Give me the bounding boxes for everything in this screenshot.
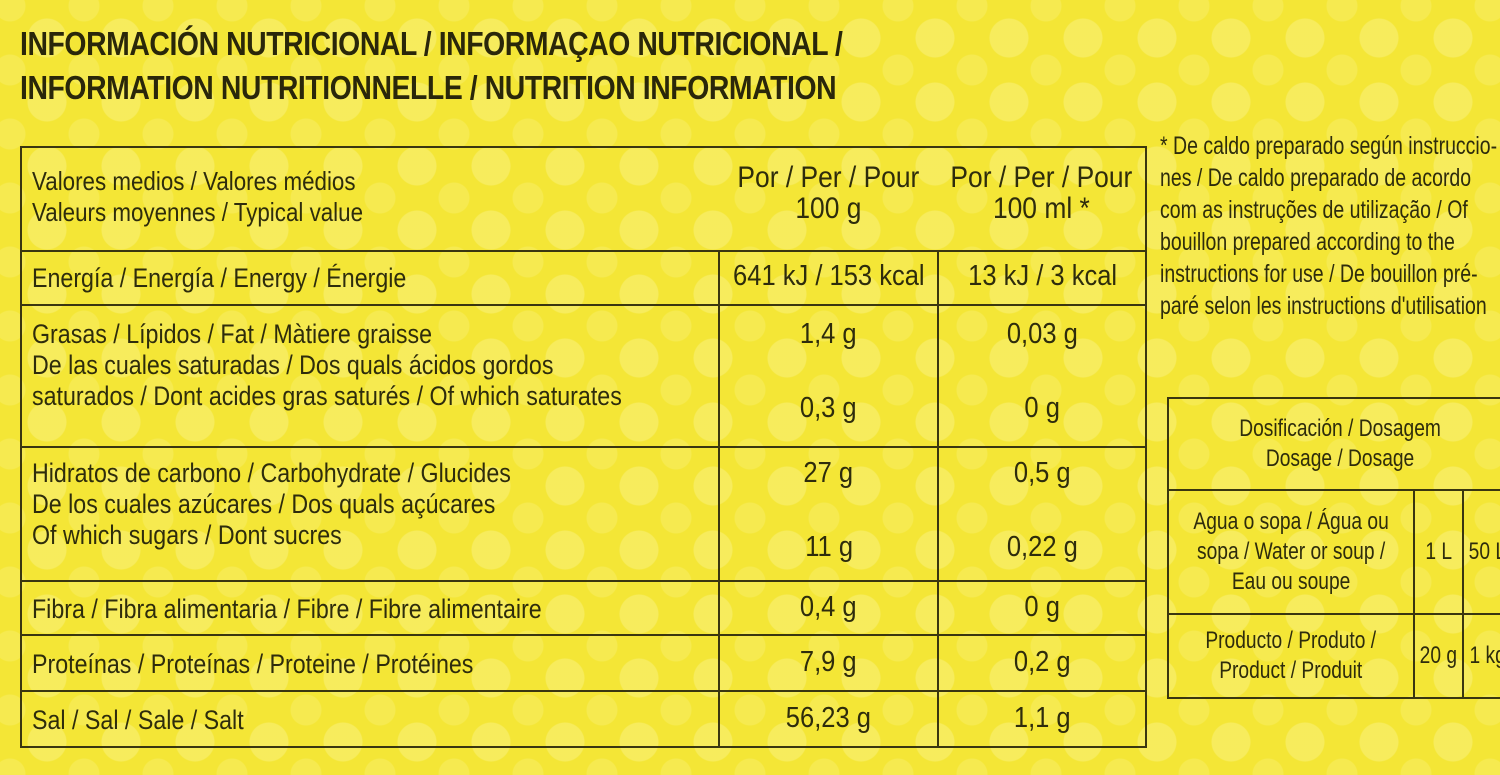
page-title: INFORMACIÓN NUTRICIONAL / INFORMAÇAO NUT… bbox=[20, 22, 843, 110]
row-value-per-100ml: 13 kJ / 3 kcal bbox=[967, 260, 1117, 292]
row-label: Grasas / Lípidos / Fat / Màtiere graisse bbox=[32, 319, 433, 349]
title-line-1: INFORMACIÓN NUTRICIONAL / INFORMAÇAO NUT… bbox=[20, 25, 843, 62]
dosage-product-row: Producto / Produto / Product / Produit 2… bbox=[1166, 613, 1500, 699]
footnote-prepared-bouillon: * De caldo preparado según instruccio- n… bbox=[1160, 130, 1498, 322]
header-col2-line-1: Por / Per / Pour bbox=[950, 161, 1133, 194]
footnote-line: com as instruções de utilização / Of bbox=[1160, 196, 1468, 224]
dosage-header-line-2: Dosage / Dosage bbox=[1265, 445, 1415, 472]
row-label: Energía / Energía / Energy / Énergie bbox=[32, 263, 407, 293]
row-value-per-100g: 1,4 g bbox=[800, 318, 858, 350]
table-row: Hidratos de carbono / Carbohydrate / Glu… bbox=[21, 446, 1147, 582]
table-header-row: Valores medios / Valores médios Valeurs … bbox=[21, 146, 1147, 252]
title-line-2: INFORMATION NUTRITIONNELLE / NUTRITION I… bbox=[20, 69, 837, 106]
header-col2-line-2: 100 ml * bbox=[993, 192, 1091, 225]
header-label-line-1: Valores medios / Valores médios bbox=[32, 166, 356, 196]
row-value-per-100ml: 1,1 g bbox=[1013, 702, 1071, 734]
row-value-per-100g: 56,23 g bbox=[786, 702, 872, 734]
row-label: Fibra / Fibra alimentaria / Fibre / Fibr… bbox=[32, 594, 542, 624]
row-sub-value-per-100ml: 0 g bbox=[1024, 392, 1061, 424]
dosage-table: Dosificación / Dosagem Dosage / Dosage A… bbox=[1166, 397, 1500, 699]
row-value-per-100ml: 0,5 g bbox=[1013, 457, 1071, 489]
table-row: Fibra / Fibra alimentaria / Fibre / Fibr… bbox=[21, 580, 1147, 636]
table-row: Grasas / Lípidos / Fat / Màtiere graisse… bbox=[21, 304, 1147, 448]
row-value-per-100g: 0,4 g bbox=[800, 591, 858, 623]
row-sub-value-per-100ml: 0,22 g bbox=[1006, 531, 1078, 563]
header-label-line-2: Valeurs moyennes / Typical value bbox=[32, 197, 364, 227]
dosage-water-row: Agua o sopa / Água ou sopa / Water or so… bbox=[1166, 489, 1500, 615]
dosage-header-row: Dosificación / Dosagem Dosage / Dosage bbox=[1167, 397, 1500, 491]
row-value-per-100g: 27 g bbox=[803, 457, 854, 489]
row-sub-value-per-100g: 11 g bbox=[804, 531, 853, 563]
footnote-line: nes / De caldo preparado de acordo bbox=[1160, 164, 1472, 192]
row-value-per-100ml: 0 g bbox=[1024, 591, 1061, 623]
row-sub-label-line-1: De las cuales saturadas / Dos quals ácid… bbox=[32, 350, 554, 380]
dosage-product-amount-2: 1 kg bbox=[1469, 642, 1500, 669]
footnote-line: paré selon les instructions d'utilisatio… bbox=[1160, 292, 1487, 320]
dosage-water-amount-1: 1 L bbox=[1425, 538, 1452, 565]
footnote-line: bouillon prepared according to the bbox=[1160, 228, 1455, 256]
row-label: Sal / Sal / Sale / Salt bbox=[32, 705, 244, 735]
dosage-header-line-1: Dosificación / Dosagem bbox=[1238, 415, 1441, 442]
row-label: Hidratos de carbono / Carbohydrate / Glu… bbox=[32, 458, 511, 488]
row-sub-label-line-2: Of which sugars / Dont sucres bbox=[32, 520, 342, 550]
row-value-per-100ml: 0,2 g bbox=[1013, 646, 1071, 678]
header-col1-line-2: 100 g bbox=[795, 192, 862, 225]
dosage-water-amount-2: 50 L bbox=[1468, 538, 1500, 565]
table-row: Proteínas / Proteínas / Proteine / Proté… bbox=[21, 634, 1147, 692]
dosage-water-line-1: Agua o sopa / Água ou bbox=[1193, 508, 1389, 535]
dosage-water-line-3: Eau ou soupe bbox=[1231, 568, 1351, 595]
dosage-product-line-2: Product / Produit bbox=[1219, 657, 1363, 684]
table-row: Sal / Sal / Sale / Salt 56,23 g 1,1 g bbox=[21, 690, 1147, 748]
row-sub-value-per-100g: 0,3 g bbox=[800, 392, 858, 424]
dosage-water-line-2: sopa / Water or soup / bbox=[1197, 538, 1386, 565]
row-value-per-100g: 7,9 g bbox=[800, 646, 858, 678]
header-col1-line-1: Por / Per / Pour bbox=[737, 161, 920, 194]
row-sub-label-line-1: De los cuales azúcares / Dos quals açúca… bbox=[32, 489, 496, 519]
table-row: Energía / Energía / Energy / Énergie 641… bbox=[21, 250, 1147, 306]
nutrition-table: Valores medios / Valores médios Valeurs … bbox=[20, 146, 1148, 748]
row-value-per-100g: 641 kJ / 153 kcal bbox=[732, 260, 925, 292]
dosage-product-amount-1: 20 g bbox=[1419, 642, 1458, 669]
footnote-line: * De caldo preparado según instruccio- bbox=[1160, 132, 1498, 160]
dosage-product-line-1: Producto / Produto / bbox=[1205, 627, 1377, 654]
row-sub-label-line-2: saturados / Dont acides gras saturés / O… bbox=[32, 381, 622, 411]
row-label: Proteínas / Proteínas / Proteine / Proté… bbox=[32, 649, 474, 679]
footnote-line: instructions for use / De bouillon pré- bbox=[1160, 260, 1478, 288]
row-value-per-100ml: 0,03 g bbox=[1006, 318, 1078, 350]
